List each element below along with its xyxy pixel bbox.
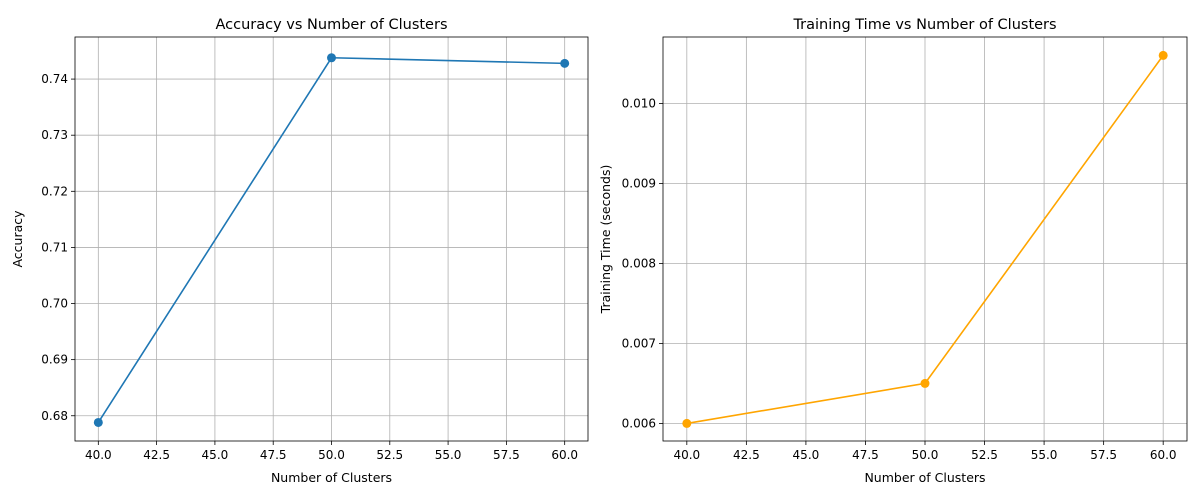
y-tick-label: 0.007 bbox=[622, 336, 656, 350]
x-tick-label: 57.5 bbox=[493, 448, 520, 462]
accuracy-chart: 40.0 42.5 45.0 47.5 50.0 52.5 55.0 57.5 60.0 0.68… bbox=[10, 17, 589, 485]
y-tick-label: 0.71 bbox=[41, 240, 68, 254]
y-tick-label: 0.68 bbox=[41, 409, 68, 423]
grid bbox=[75, 37, 588, 441]
y-tick-label: 0.69 bbox=[41, 353, 68, 367]
y-axis-label: Accuracy bbox=[10, 210, 25, 268]
data-point bbox=[560, 58, 570, 68]
x-tick-label: 45.0 bbox=[202, 448, 229, 462]
x-tick-label: 40.0 bbox=[673, 448, 700, 462]
data-point bbox=[682, 418, 692, 428]
x-tick-label: 60.0 bbox=[1150, 448, 1177, 462]
y-tick-label: 0.006 bbox=[622, 416, 656, 430]
y-axis-label: Training Time (seconds) bbox=[598, 165, 613, 315]
y-tick-label: 0.009 bbox=[622, 176, 656, 190]
data-point bbox=[93, 417, 103, 427]
y-tick-label: 0.008 bbox=[622, 256, 656, 270]
x-axis-label: Number of Clusters bbox=[864, 470, 985, 485]
x-axis-label: Number of Clusters bbox=[271, 470, 392, 485]
axes-frame bbox=[74, 36, 589, 442]
data-point bbox=[327, 53, 336, 63]
x-tick-label: 60.0 bbox=[551, 448, 578, 462]
axes-frame bbox=[662, 36, 1188, 442]
y-tick-label: 0.73 bbox=[41, 128, 68, 142]
x-tick-label: 42.5 bbox=[733, 448, 760, 462]
x-tick-label: 50.0 bbox=[318, 448, 345, 462]
x-tick-label: 47.5 bbox=[852, 448, 879, 462]
x-tick-label: 40.0 bbox=[85, 448, 112, 462]
x-tick-label: 45.0 bbox=[793, 448, 820, 462]
grid bbox=[663, 37, 1187, 441]
chart-title: Accuracy vs Number of Clusters bbox=[215, 17, 447, 33]
y-tick-label: 0.70 bbox=[41, 297, 68, 311]
x-tick-label: 50.0 bbox=[912, 448, 939, 462]
x-tick-label: 52.5 bbox=[971, 448, 998, 462]
x-tick-label: 55.0 bbox=[1031, 448, 1058, 462]
training-time-chart: 40.0 42.5 45.0 47.5 50.0 52.5 55.0 57.5 60.0 0.00… bbox=[598, 17, 1188, 485]
data-point bbox=[1158, 50, 1168, 60]
y-tick-label: 0.72 bbox=[41, 184, 68, 198]
x-tick-label: 55.0 bbox=[435, 448, 462, 462]
x-tick-label: 42.5 bbox=[143, 448, 170, 462]
x-tick-label: 47.5 bbox=[260, 448, 287, 462]
chart-title: Training Time vs Number of Clusters bbox=[792, 17, 1056, 33]
x-tick-label: 57.5 bbox=[1090, 448, 1117, 462]
x-tick-label: 52.5 bbox=[376, 448, 403, 462]
y-tick-label: 0.010 bbox=[622, 96, 656, 110]
data-point bbox=[920, 378, 930, 388]
y-tick-label: 0.74 bbox=[41, 72, 68, 86]
